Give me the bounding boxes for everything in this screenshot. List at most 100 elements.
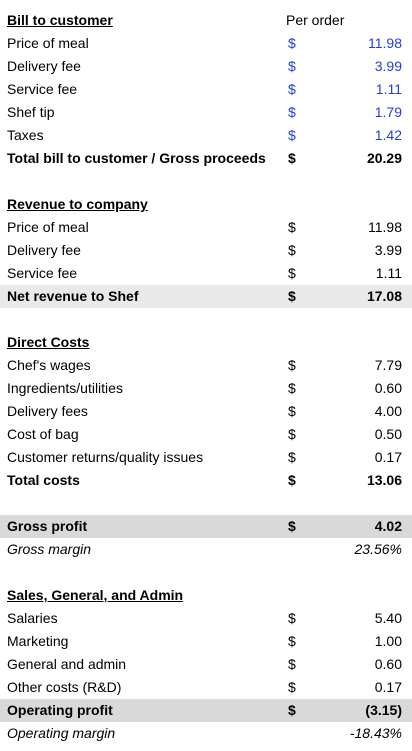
table-row: General and admin $ 0.60 — [0, 653, 412, 676]
gross-margin-row: Gross margin 23.56% — [0, 538, 412, 561]
currency-symbol: $ — [288, 58, 296, 74]
table-row: Taxes $ 1.42 — [0, 124, 412, 147]
currency-symbol: $ — [288, 127, 296, 143]
total-costs-row: Total costs $ 13.06 — [0, 469, 412, 492]
currency-symbol: $ — [288, 610, 296, 626]
row-value: 5.40 — [374, 610, 402, 626]
row-value: 11.98 — [368, 35, 402, 51]
table-row: Price of meal $ 11.98 — [0, 216, 412, 239]
row-value: 0.17 — [374, 679, 402, 695]
row-value: 3.99 — [374, 242, 402, 258]
row-value: 0.50 — [374, 426, 402, 442]
row-label: Taxes — [7, 127, 44, 143]
sga-section-header: Sales, General, and Admin — [7, 587, 184, 603]
currency-symbol: $ — [288, 288, 296, 304]
row-value: 23.56% — [354, 541, 402, 557]
table-row: Service fee $ 1.11 — [0, 262, 412, 285]
currency-symbol: $ — [288, 380, 296, 396]
row-label: Operating margin — [7, 725, 116, 741]
table-row: Shef tip $ 1.79 — [0, 101, 412, 124]
row-label: Customer returns/quality issues — [7, 449, 204, 465]
row-label: Salaries — [7, 610, 58, 626]
table-row: Customer returns/quality issues $ 0.17 — [0, 446, 412, 469]
row-value: 0.60 — [374, 656, 402, 672]
row-label: General and admin — [7, 656, 127, 672]
row-label: Gross margin — [7, 541, 92, 557]
currency-symbol: $ — [288, 265, 296, 281]
sga-header-row: Sales, General, and Admin — [0, 584, 412, 607]
bill-total-row: Total bill to customer / Gross proceeds … — [0, 147, 412, 170]
row-value: 17.08 — [366, 288, 402, 304]
currency-symbol: $ — [288, 104, 296, 120]
row-value: 0.60 — [374, 380, 402, 396]
per-order-column-header: Per order — [286, 12, 345, 28]
currency-symbol: $ — [288, 357, 296, 373]
currency-symbol: $ — [288, 81, 296, 97]
table-row: Marketing $ 1.00 — [0, 630, 412, 653]
row-label: Total costs — [7, 472, 80, 488]
row-value: 1.00 — [374, 633, 402, 649]
revenue-section-header: Revenue to company — [7, 196, 148, 212]
row-label: Net revenue to Shef — [7, 288, 139, 304]
currency-symbol: $ — [288, 656, 296, 672]
row-value: 20.29 — [366, 150, 402, 166]
table-row: Service fee $ 1.11 — [0, 78, 412, 101]
currency-symbol: $ — [288, 403, 296, 419]
currency-symbol: $ — [288, 219, 296, 235]
bill-section-header: Bill to customer — [7, 12, 113, 28]
row-label: Ingredients/utilities — [7, 380, 123, 396]
row-value: 0.17 — [374, 449, 402, 465]
currency-symbol: $ — [288, 426, 296, 442]
direct-costs-header-row: Direct Costs — [0, 331, 412, 354]
row-label: Marketing — [7, 633, 69, 649]
currency-symbol: $ — [288, 633, 296, 649]
currency-symbol: $ — [288, 242, 296, 258]
row-value: 1.11 — [375, 265, 402, 281]
gross-profit-row: Gross profit $ 4.02 — [0, 515, 412, 538]
currency-symbol: $ — [288, 150, 296, 166]
operating-margin-row: Operating margin -18.43% — [0, 722, 412, 745]
table-row: Ingredients/utilities $ 0.60 — [0, 377, 412, 400]
row-label: Total bill to customer / Gross proceeds — [7, 150, 266, 166]
row-label: Chef's wages — [7, 357, 91, 373]
row-value: 7.79 — [374, 357, 402, 373]
table-row: Price of meal $ 11.98 — [0, 32, 412, 55]
currency-symbol: $ — [288, 702, 296, 718]
row-label: Delivery fees — [7, 403, 88, 419]
row-label: Cost of bag — [7, 426, 79, 442]
bill-header-row: Bill to customer Per order — [0, 9, 412, 32]
direct-costs-section-header: Direct Costs — [7, 334, 90, 350]
row-label: Service fee — [7, 81, 78, 97]
row-value: 1.11 — [375, 81, 402, 97]
row-label: Price of meal — [7, 35, 89, 51]
operating-profit-row: Operating profit $ (3.15) — [0, 699, 412, 722]
row-value: 3.99 — [374, 58, 402, 74]
currency-symbol: $ — [288, 679, 296, 695]
row-value: 4.00 — [374, 403, 402, 419]
row-value: 13.06 — [366, 472, 402, 488]
revenue-header-row: Revenue to company — [0, 193, 412, 216]
currency-symbol: $ — [288, 518, 296, 534]
row-label: Delivery fee — [7, 242, 81, 258]
table-row: Chef's wages $ 7.79 — [0, 354, 412, 377]
currency-symbol: $ — [288, 449, 296, 465]
row-value: (3.15) — [365, 702, 402, 718]
row-value: 11.98 — [368, 219, 402, 235]
row-label: Delivery fee — [7, 58, 81, 74]
currency-symbol: $ — [288, 35, 296, 51]
table-row: Delivery fees $ 4.00 — [0, 400, 412, 423]
row-value: 1.79 — [374, 104, 402, 120]
table-row: Salaries $ 5.40 — [0, 607, 412, 630]
row-value: -18.43% — [349, 725, 402, 741]
table-row: Other costs (R&D) $ 0.17 — [0, 676, 412, 699]
table-row: Delivery fee $ 3.99 — [0, 239, 412, 262]
row-label: Operating profit — [7, 702, 113, 718]
row-label: Other costs (R&D) — [7, 679, 122, 695]
net-revenue-row: Net revenue to Shef $ 17.08 — [0, 285, 412, 308]
row-label: Price of meal — [7, 219, 89, 235]
row-label: Shef tip — [7, 104, 55, 120]
currency-symbol: $ — [288, 472, 296, 488]
row-label: Service fee — [7, 265, 78, 281]
row-label: Gross profit — [7, 518, 88, 534]
table-row: Delivery fee $ 3.99 — [0, 55, 412, 78]
